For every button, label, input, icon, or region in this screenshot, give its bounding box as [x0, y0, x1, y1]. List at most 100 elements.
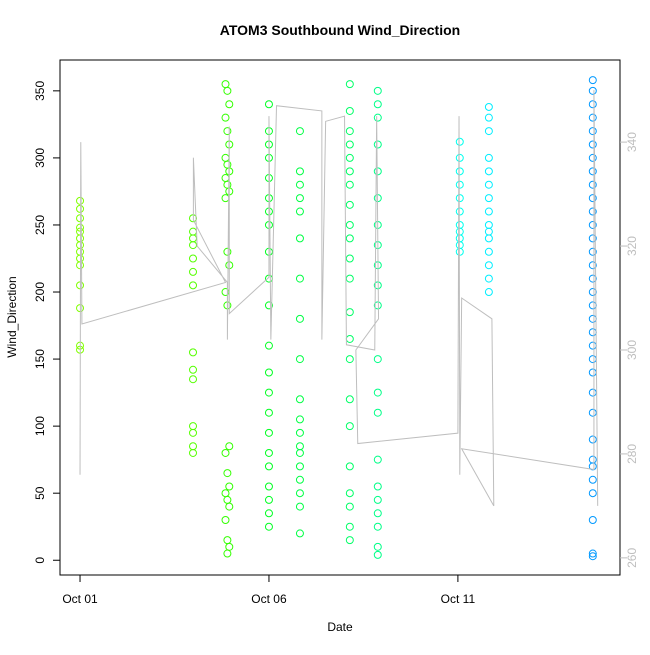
- point: [484, 207, 493, 216]
- point: [455, 153, 464, 162]
- y-tick-label: 100: [33, 416, 47, 436]
- point: [221, 489, 230, 498]
- point: [223, 549, 232, 558]
- point: [484, 113, 493, 122]
- point: [189, 281, 198, 290]
- point: [221, 516, 230, 525]
- x-tick-label: Oct 11: [441, 592, 476, 606]
- point: [484, 234, 493, 243]
- point: [345, 489, 354, 498]
- point: [484, 261, 493, 270]
- point: [345, 536, 354, 545]
- y-axis-label: Wind_Direction: [5, 276, 19, 357]
- point: [484, 167, 493, 176]
- point: [76, 227, 85, 236]
- point: [588, 234, 597, 243]
- point: [345, 254, 354, 263]
- point: [484, 247, 493, 256]
- point: [373, 542, 382, 551]
- point: [455, 220, 464, 229]
- point: [373, 86, 382, 95]
- point: [373, 388, 382, 397]
- point: [588, 127, 597, 136]
- point: [295, 167, 304, 176]
- point: [345, 106, 354, 115]
- point: [588, 388, 597, 397]
- point: [484, 274, 493, 283]
- point: [588, 355, 597, 364]
- point: [223, 127, 232, 136]
- y-tick-label: 0: [33, 557, 47, 564]
- point: [295, 529, 304, 538]
- point: [588, 86, 597, 95]
- point: [189, 375, 198, 384]
- point: [484, 288, 493, 297]
- point: [588, 288, 597, 297]
- point: [295, 234, 304, 243]
- y-tick-label: 50: [33, 486, 47, 500]
- point: [588, 180, 597, 189]
- point: [345, 462, 354, 471]
- point: [264, 462, 273, 471]
- point: [484, 194, 493, 203]
- point: [588, 153, 597, 162]
- point: [588, 100, 597, 109]
- point: [264, 100, 273, 109]
- point: [223, 86, 232, 95]
- point: [223, 247, 232, 256]
- point: [225, 100, 234, 109]
- point: [588, 220, 597, 229]
- point: [295, 194, 304, 203]
- point: [345, 80, 354, 89]
- point: [588, 475, 597, 484]
- point: [223, 536, 232, 545]
- point: [373, 482, 382, 491]
- point: [455, 167, 464, 176]
- point: [225, 542, 234, 551]
- y-tick-label: 250: [33, 215, 47, 235]
- y-tick-label: 350: [33, 81, 47, 101]
- point: [295, 395, 304, 404]
- y2-tick-label: 280: [625, 444, 639, 464]
- point: [221, 153, 230, 162]
- point: [264, 341, 273, 350]
- point: [264, 408, 273, 417]
- y2-tick-label: 300: [625, 340, 639, 360]
- point: [189, 365, 198, 374]
- point: [588, 489, 597, 498]
- point: [295, 314, 304, 323]
- point: [345, 522, 354, 531]
- point: [484, 220, 493, 229]
- point: [76, 247, 85, 256]
- chart-title: ATOM3 Southbound Wind_Direction: [220, 22, 460, 38]
- point: [373, 355, 382, 364]
- point: [588, 408, 597, 417]
- point: [223, 160, 232, 169]
- y2-tick-label: 320: [625, 236, 639, 256]
- point: [345, 308, 354, 317]
- point: [588, 552, 597, 561]
- point: [264, 388, 273, 397]
- point: [76, 214, 85, 223]
- point: [189, 348, 198, 357]
- point: [484, 153, 493, 162]
- x-axis-label: Date: [327, 620, 353, 634]
- point: [76, 241, 85, 250]
- point: [76, 204, 85, 213]
- point: [189, 428, 198, 437]
- point: [295, 448, 304, 457]
- x-tick-label: Oct 06: [251, 592, 287, 606]
- point: [588, 516, 597, 525]
- x-tick-label: Oct 01: [62, 592, 98, 606]
- y2-tick-label: 260: [625, 548, 639, 568]
- point: [588, 549, 597, 558]
- point: [221, 113, 230, 122]
- point: [373, 550, 382, 559]
- point: [345, 153, 354, 162]
- point: [345, 180, 354, 189]
- point: [295, 475, 304, 484]
- point: [588, 247, 597, 256]
- point: [455, 207, 464, 216]
- point: [264, 482, 273, 491]
